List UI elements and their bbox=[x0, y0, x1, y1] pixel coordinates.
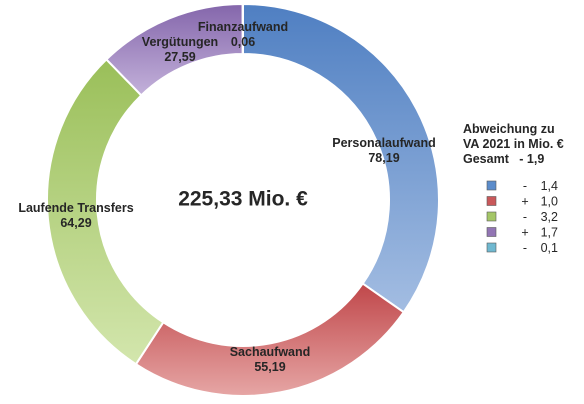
legend-sign: - bbox=[523, 179, 527, 193]
legend-sign: + bbox=[521, 195, 528, 209]
legend-swatch bbox=[486, 242, 497, 253]
slice-personalaufwand bbox=[242, 2, 440, 314]
legend-title-line: Abweichung zu bbox=[463, 122, 555, 136]
slice-value-sachaufwand: 55,19 bbox=[254, 360, 285, 374]
slice-value-verg-tungen: 27,59 bbox=[164, 50, 195, 64]
slice-label-personalaufwand: Personalaufwand bbox=[332, 136, 436, 150]
legend-value: 0,1 bbox=[541, 241, 558, 255]
slice-value-laufende-transfers: 64,29 bbox=[60, 216, 91, 230]
slice-value-personalaufwand: 78,19 bbox=[368, 151, 399, 165]
slice-label-verg-tungen: Vergütungen bbox=[142, 35, 218, 49]
legend-title-line: Gesamt - 1,9 bbox=[463, 152, 544, 166]
legend-sign: + bbox=[521, 226, 528, 240]
legend-sign: - bbox=[523, 241, 527, 255]
center-total-label: 225,33 Mio. € bbox=[178, 188, 308, 211]
legend-swatch bbox=[486, 180, 497, 191]
legend-sign: - bbox=[523, 210, 527, 224]
legend-swatch bbox=[486, 196, 497, 206]
legend-swatch bbox=[486, 227, 497, 237]
slice-label-finanzaufwand: Finanzaufwand bbox=[198, 20, 288, 34]
legend-title-line: VA 2021 in Mio. € bbox=[463, 137, 564, 151]
slice-label-sachaufwand: Sachaufwand bbox=[230, 345, 311, 359]
legend-swatch bbox=[486, 211, 497, 222]
slice-label-laufende-transfers: Laufende Transfers bbox=[18, 201, 133, 215]
slice-laufende-transfers bbox=[46, 58, 165, 366]
legend-value: 1,7 bbox=[541, 226, 558, 240]
legend-value: 1,0 bbox=[541, 195, 558, 209]
slice-sachaufwand bbox=[134, 282, 406, 397]
legend-value: 1,4 bbox=[541, 179, 558, 193]
legend-value: 3,2 bbox=[541, 210, 558, 224]
slice-value-finanzaufwand: 0,06 bbox=[231, 35, 255, 49]
